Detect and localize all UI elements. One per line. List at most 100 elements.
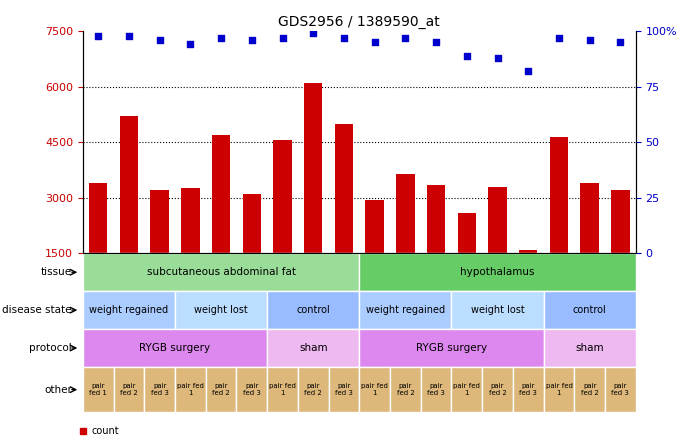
Text: pair
fed 3: pair fed 3 [243,383,261,396]
Point [462,52,473,59]
Text: pair fed
1: pair fed 1 [453,383,480,396]
Text: pair
fed 2: pair fed 2 [489,383,507,396]
Bar [605,367,636,412]
Point [216,34,227,41]
Text: weight lost: weight lost [471,305,524,315]
Point [307,30,319,37]
Bar [359,291,451,329]
Text: pair
fed 3: pair fed 3 [335,383,353,396]
Text: pair fed
1: pair fed 1 [269,383,296,396]
Text: tissue: tissue [41,267,72,277]
Bar [175,291,267,329]
Bar [212,135,230,254]
Bar [544,291,636,329]
Bar [83,291,175,329]
Text: pair
fed 3: pair fed 3 [427,383,445,396]
Bar [298,367,329,412]
Point [584,36,595,44]
Bar [574,367,605,412]
Text: pair fed
1: pair fed 1 [177,383,204,396]
Bar [89,183,108,254]
Bar [181,189,200,254]
Point [615,39,626,46]
Bar [113,367,144,412]
Bar [451,291,544,329]
Point [339,34,350,41]
Text: protocol: protocol [29,343,72,353]
Text: other: other [44,385,72,395]
Title: GDS2956 / 1389590_at: GDS2956 / 1389590_at [278,15,440,29]
Bar [421,367,451,412]
Bar [236,367,267,412]
Bar [151,190,169,254]
Bar [83,329,267,367]
Text: pair fed
1: pair fed 1 [545,383,572,396]
Point [185,41,196,48]
Bar [359,329,544,367]
Bar [267,291,359,329]
Bar [359,253,636,291]
Text: pair
fed 2: pair fed 2 [397,383,415,396]
Bar [144,367,175,412]
Bar [519,250,538,254]
Point [124,32,135,39]
Bar [359,367,390,412]
Bar [83,253,359,291]
Bar [451,367,482,412]
Bar [544,329,636,367]
Point [246,36,257,44]
Bar [206,367,236,412]
Text: subcutaneous abdominal fat: subcutaneous abdominal fat [146,267,296,277]
Bar [267,367,298,412]
Point [93,32,104,39]
Bar [334,124,353,254]
Text: RYGB surgery: RYGB surgery [416,343,487,353]
Point [492,54,503,61]
Text: pair
fed 3: pair fed 3 [612,383,630,396]
Bar [611,190,630,254]
Text: pair
fed 1: pair fed 1 [89,383,107,396]
Bar [366,200,384,254]
Text: pair
fed 2: pair fed 2 [120,383,138,396]
Bar [544,367,574,412]
Bar [243,194,261,254]
Point [522,67,533,75]
Text: pair
fed 2: pair fed 2 [580,383,598,396]
Bar [329,367,359,412]
Text: pair
fed 2: pair fed 2 [304,383,322,396]
Text: control: control [573,305,607,315]
Bar [267,329,359,367]
Bar [457,213,476,254]
Bar [482,367,513,412]
Text: pair fed
1: pair fed 1 [361,383,388,396]
Text: pair
fed 3: pair fed 3 [520,383,537,396]
Point [400,34,411,41]
Bar [550,137,568,254]
Point [553,34,565,41]
Text: disease state: disease state [2,305,72,315]
Text: sham: sham [299,343,328,353]
Text: RYGB surgery: RYGB surgery [140,343,211,353]
Point [369,39,380,46]
Point [277,34,288,41]
Text: weight regained: weight regained [366,305,445,315]
Text: hypothalamus: hypothalamus [460,267,535,277]
Bar [396,174,415,254]
Text: count: count [91,426,119,436]
Bar [175,367,206,412]
Bar [489,186,507,254]
Bar [427,185,445,254]
Text: sham: sham [576,343,604,353]
Text: pair
fed 3: pair fed 3 [151,383,169,396]
Text: pair
fed 2: pair fed 2 [212,383,230,396]
Bar [83,367,113,412]
Bar [304,83,323,254]
Point [430,39,442,46]
Bar [274,140,292,254]
Bar [390,367,421,412]
Bar [580,183,599,254]
Point [154,36,165,44]
Text: weight regained: weight regained [89,305,169,315]
Bar [513,367,544,412]
Text: control: control [296,305,330,315]
